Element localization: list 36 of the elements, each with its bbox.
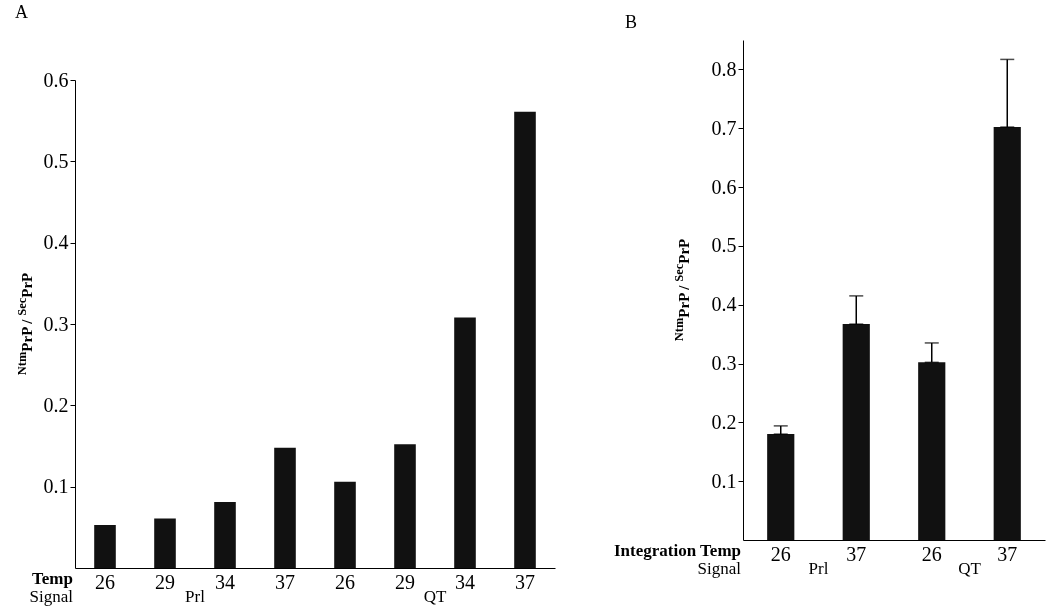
text: Signal <box>697 559 741 578</box>
y-tick-label: 0.4 <box>43 231 69 254</box>
y-tick-label: 0.4 <box>711 293 737 316</box>
x-tick-label: 34 <box>455 570 475 593</box>
y-tick-label: 0.5 <box>43 149 69 172</box>
x-tick-label: 34 <box>215 570 235 593</box>
text: Temp <box>32 569 73 588</box>
x-tick-label: 37 <box>515 570 535 593</box>
chart-title: B <box>625 12 638 32</box>
y-tick-label: 0.6 <box>711 175 737 198</box>
x-tick-label: 29 <box>155 570 175 593</box>
text: QT <box>423 587 447 606</box>
text: Prl <box>185 587 205 606</box>
x-tick-label: 26 <box>95 570 115 593</box>
y-tick-label: 0.6 <box>43 68 69 91</box>
y-tick-label: 0.3 <box>43 312 69 335</box>
x-tick-label: 29 <box>395 570 415 593</box>
y-tick-label: 0.7 <box>711 116 737 139</box>
y-tick-label: 0.3 <box>711 352 737 375</box>
x-tick-label: 37 <box>846 542 867 565</box>
y-tick-label: 0.8 <box>711 57 737 80</box>
x-tick-label: 37 <box>275 570 295 593</box>
x-tick-label: 26 <box>770 542 791 565</box>
x-tick-label: 26 <box>921 542 942 565</box>
y-tick-label: 0.5 <box>711 234 737 257</box>
text: QT <box>958 559 981 578</box>
y-tick-label: 0.2 <box>711 410 737 433</box>
chart-title: A <box>15 2 28 22</box>
text: Signal <box>29 587 73 606</box>
x-tick-label: 37 <box>997 542 1018 565</box>
text: Integration Temp <box>613 541 741 560</box>
y-tick-label: 0.1 <box>43 475 69 498</box>
y-tick-label: 0.2 <box>43 393 69 416</box>
y-tick-label: 0.1 <box>711 469 737 492</box>
x-tick-label: 26 <box>335 570 355 593</box>
text: Prl <box>808 559 829 578</box>
